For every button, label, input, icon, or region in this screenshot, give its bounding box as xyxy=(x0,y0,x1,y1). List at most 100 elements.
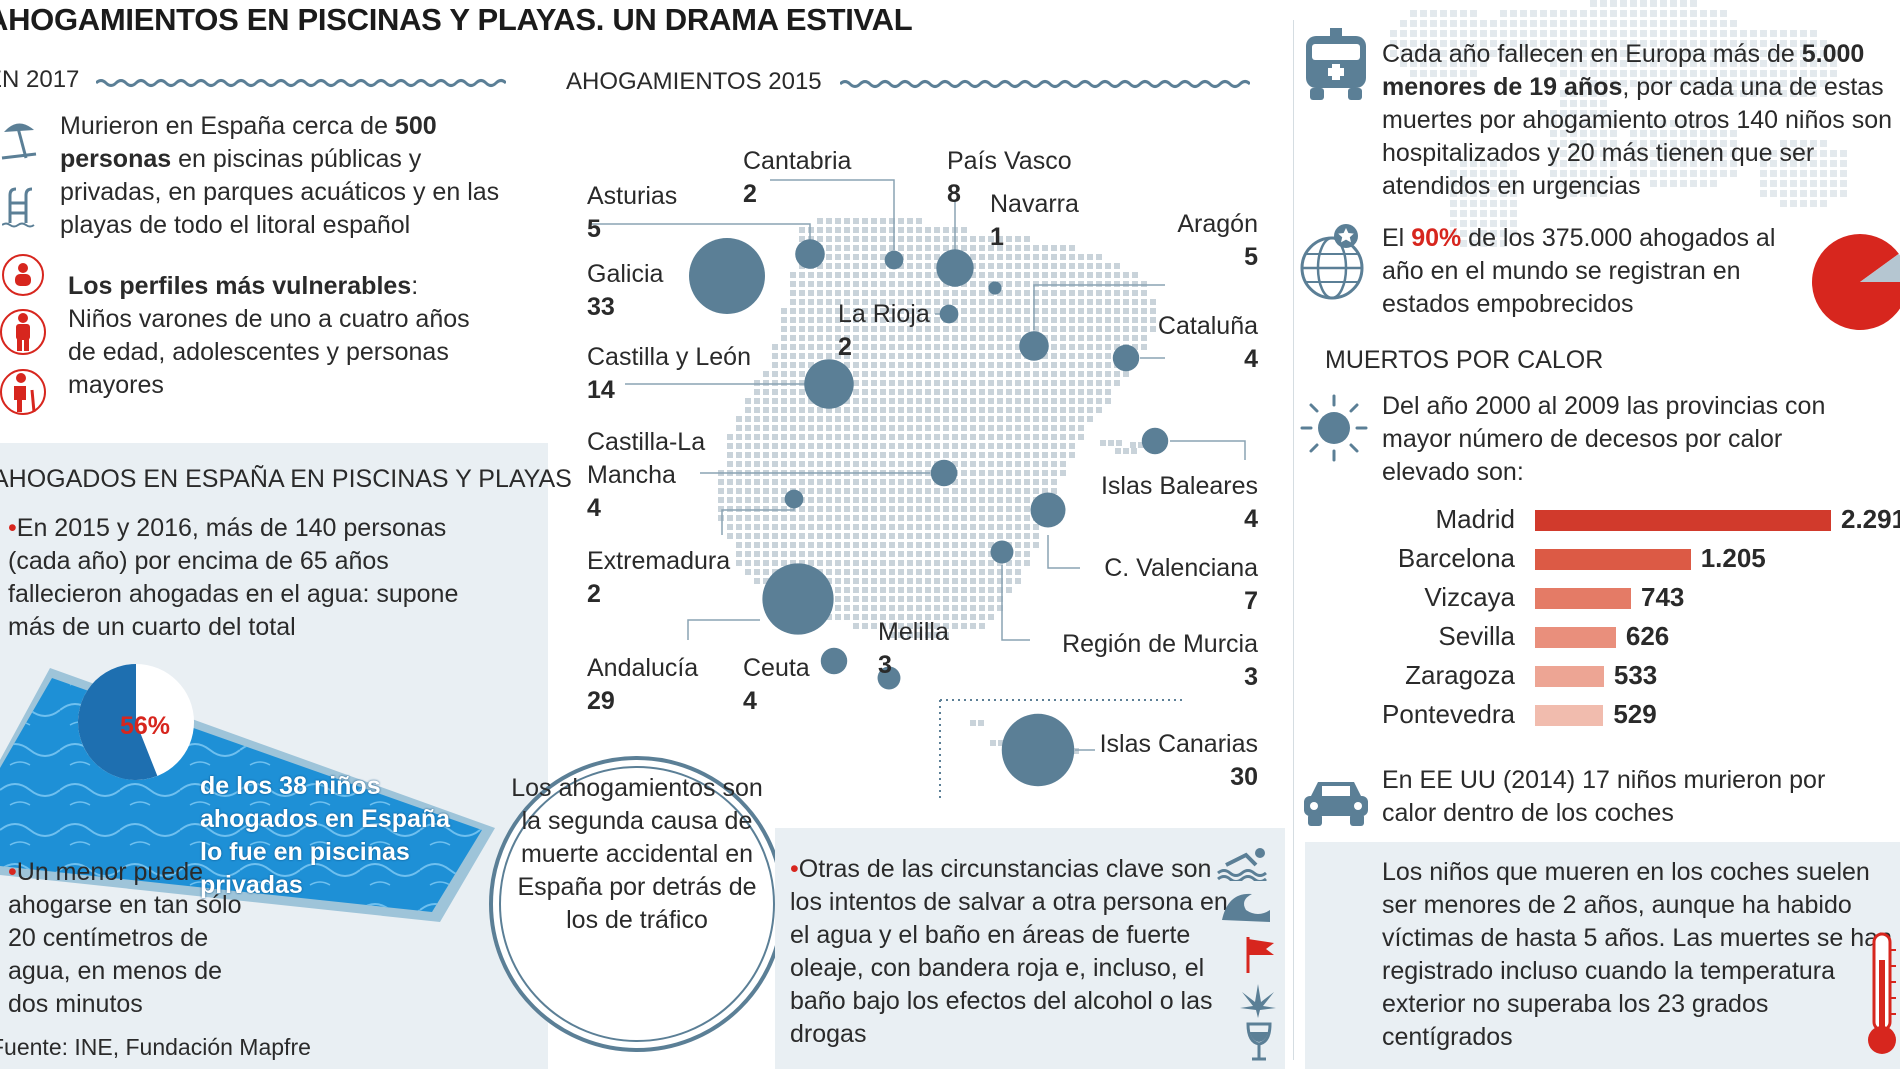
pool-pie xyxy=(78,664,194,780)
region-label-castilla-y-leon: Castilla y León 14 xyxy=(587,341,751,407)
region-label-pais-vasco: País Vasco 8 xyxy=(947,145,1072,211)
pool-text: de los 38 niños ahogados en España lo fu… xyxy=(200,772,451,899)
wave-divider-2 xyxy=(840,80,1250,88)
red-flag-icon xyxy=(1246,937,1274,973)
pct-label: 56% xyxy=(120,712,171,740)
region-value: 3 xyxy=(1244,663,1258,691)
column-divider xyxy=(1293,20,1294,1060)
deaths-pre: Murieron en España cerca de xyxy=(60,112,395,140)
bar xyxy=(1535,666,1604,687)
leader-line-asturias xyxy=(590,223,811,240)
vulnerable-text: Los perfiles más vulnerables: Niños varo… xyxy=(68,270,488,402)
europe-pre: Cada año fallecen en Europa más de xyxy=(1382,40,1802,68)
region-label-ceuta: Ceuta 4 xyxy=(743,652,810,718)
region-value: 3 xyxy=(878,651,892,679)
globe-icon xyxy=(1300,224,1364,300)
bubble-c-valenciana xyxy=(1030,492,1066,528)
circle-text: Los ahogamientos son la segunda causa de… xyxy=(511,774,763,934)
bubble-islas-baleares xyxy=(1141,427,1169,455)
region-value: 1 xyxy=(990,223,1004,251)
circumstances-panel xyxy=(775,828,1285,1069)
region-name: Navarra xyxy=(990,190,1079,218)
world-bold: 90% xyxy=(1411,224,1462,252)
bubble-castilla-la-mancha xyxy=(930,459,958,487)
circumstances-text: •Otras de las circunstancias clave son l… xyxy=(790,855,1228,1048)
bubble-cantabria xyxy=(884,250,904,270)
region-name: La Rioja xyxy=(838,300,930,328)
bubble-melilla xyxy=(877,666,901,690)
region-label-andalucia: Andalucía 29 xyxy=(587,652,698,718)
circumstances-desc: Otras de las circunstancias clave son lo… xyxy=(790,855,1228,1048)
bubble-extremadura xyxy=(784,489,804,509)
elderly-desc: En 2015 y 2016, más de 140 personas (cad… xyxy=(8,514,459,641)
leader-line-cantabria xyxy=(770,179,895,250)
region-label-islas-canarias: Islas Canarias 30 xyxy=(1100,728,1258,794)
europe-post: , por cada una de estas muertes por ahog… xyxy=(1382,73,1893,200)
region-value: 14 xyxy=(587,376,615,404)
region-value: 29 xyxy=(587,687,615,715)
region-label-extremadura: Extremadura 2 xyxy=(587,545,730,611)
baby-icon xyxy=(2,254,44,296)
region-label-cataluna: Cataluña 4 xyxy=(1158,310,1258,376)
region-value: 30 xyxy=(1230,763,1258,791)
bubble-galicia xyxy=(689,238,765,314)
bar-label: Barcelona xyxy=(1397,543,1515,573)
deaths-post: en piscinas públicas y privadas, en parq… xyxy=(60,145,500,239)
heat-text: Del año 2000 al 2009 las provincias con … xyxy=(1382,392,1826,486)
region-name: Castilla y León xyxy=(587,343,751,371)
world-map xyxy=(1390,0,1847,247)
vulnerable-colon: : xyxy=(411,272,419,300)
region-value: 4 xyxy=(1244,345,1258,373)
swimmer-icon xyxy=(1217,848,1267,881)
region-name: Asturias xyxy=(587,182,678,210)
bar-value: 1.205 xyxy=(1700,543,1766,573)
child-icon xyxy=(0,309,46,355)
sunbed-icon xyxy=(1,123,37,160)
region-label-c-valenciana: C. Valenciana 7 xyxy=(1104,552,1258,618)
region-name: C. Valenciana xyxy=(1104,554,1258,582)
bar-label: Vizcaya xyxy=(1424,582,1515,612)
bar xyxy=(1535,588,1631,609)
bar-label: Pontevedra xyxy=(1382,699,1515,729)
region-label-aragon: Aragón 5 xyxy=(1177,208,1258,274)
region-name: Extremadura xyxy=(587,547,731,575)
wine-glass-icon xyxy=(1246,1022,1272,1061)
region-label-islas-baleares: Islas Baleares 4 xyxy=(1101,470,1258,536)
wave-divider xyxy=(96,79,506,87)
deaths-2017-text: Murieron en España cerca de 500 personas… xyxy=(60,110,500,242)
bubble-aragon xyxy=(1019,331,1049,361)
leader-line-region-de-murcia xyxy=(1001,565,1030,641)
bar-value: 533 xyxy=(1613,660,1658,690)
region-value: 4 xyxy=(743,687,757,715)
region-value: 2 xyxy=(838,333,852,361)
region-label-navarra: Navarra 1 xyxy=(990,188,1079,254)
region-name: Castilla-La Mancha xyxy=(587,428,706,489)
region-name: Islas Canarias xyxy=(1099,730,1258,758)
region-value: 4 xyxy=(587,494,601,522)
deaths-bold: 500 personas xyxy=(60,112,437,173)
page-title: AHOGAMIENTOS EN PISCINAS Y PLAYAS. UN DR… xyxy=(0,2,913,37)
region-label-castilla-la-mancha: Castilla-La Mancha 4 xyxy=(587,426,717,525)
region-value: 2 xyxy=(587,580,601,608)
panel-header: AHOGADOS EN ESPAÑA EN PISCINAS Y PLAYAS xyxy=(0,465,572,493)
region-value: 4 xyxy=(1244,505,1258,533)
cars-panel xyxy=(1305,842,1900,1069)
bar-label: Sevilla xyxy=(1438,621,1515,651)
bubble-andalucia xyxy=(762,563,834,635)
cars-text: Los niños que mueren en los coches suele… xyxy=(1382,858,1892,1051)
elderly-text: •En 2015 y 2016, más de 140 personas (ca… xyxy=(8,514,459,641)
bar-label: Madrid xyxy=(1435,504,1515,534)
region-label-asturias: Asturias 5 xyxy=(587,180,677,246)
bar xyxy=(1535,549,1691,570)
vulnerable-desc: Niños varones de uno a cuatro años de ed… xyxy=(68,305,470,399)
vulnerable-bold: Los perfiles más vulnerables xyxy=(68,272,412,300)
usa-text: En EE UU (2014) 17 niños murieron por ca… xyxy=(1382,766,1826,827)
region-name: Región de Murcia xyxy=(1062,630,1258,658)
leader-line-andalucia xyxy=(687,619,760,640)
region-name: Cataluña xyxy=(1157,312,1258,340)
world-pie xyxy=(1812,234,1900,330)
leader-line-extremadura xyxy=(721,499,795,535)
car-icon xyxy=(1304,782,1368,826)
bar xyxy=(1535,705,1604,726)
